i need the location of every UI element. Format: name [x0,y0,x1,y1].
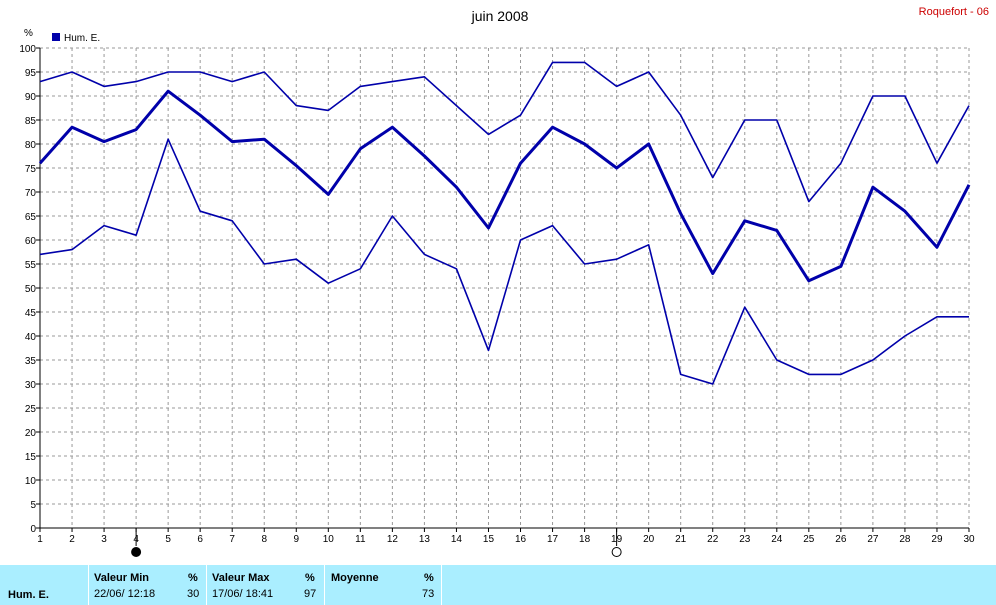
x-tick-label: 8 [261,534,267,545]
min-date: 22/06/ 12:18 [94,588,156,600]
max-header: Valeur Max [212,572,270,584]
x-tick-label: 1 [37,534,43,545]
max-unit: % [305,572,315,584]
max-value: 97 [304,588,317,600]
chart-axes [36,47,970,532]
x-tick-label: 30 [963,534,975,545]
x-tick-label: 28 [899,534,911,545]
max-date: 17/06/ 18:41 [212,588,274,600]
y-tick-label: 0 [30,524,36,535]
y-tick-label: 40 [25,332,37,343]
avg-unit: % [424,572,434,584]
x-tick-label: 27 [867,534,879,545]
series-line-mean [38,89,971,283]
x-tick-label: 12 [387,534,399,545]
min-value: 30 [187,588,200,600]
legend-label: Hum. E. [64,33,100,44]
x-tick-label: 2 [69,534,75,545]
station-name: Roquefort - 06 [919,6,989,18]
series-line-min [39,138,969,385]
y-tick-label: 95 [25,68,37,79]
y-tick-label: 85 [25,116,37,127]
y-tick-label: 55 [25,260,37,271]
y-tick-label: 65 [25,212,37,223]
y-tick-label: 50 [25,284,37,295]
x-tick-label: 5 [165,534,171,545]
y-tick-label: 75 [25,164,37,175]
y-tick-label: 100 [19,44,36,55]
x-tick-label: 13 [419,534,431,545]
min-header: Valeur Min [94,572,150,584]
x-tick-label: 25 [803,534,815,545]
x-tick-label: 18 [579,534,591,545]
x-tick-label: 17 [547,534,559,545]
x-tick-label: 20 [643,534,655,545]
y-tick-label: 20 [25,428,37,439]
y-tick-label: 80 [25,140,37,151]
x-tick-label: 21 [675,534,687,545]
chart-series [38,61,971,385]
stats-row-label: Hum. E. [8,589,49,601]
x-tick-label: 23 [739,534,751,545]
y-tick-label: 70 [25,188,37,199]
y-tick-label: 15 [25,452,37,463]
x-tick-label: 14 [451,534,463,545]
legend-swatch [52,33,60,41]
x-tick-label: 3 [101,534,107,545]
x-tick-label: 22 [707,534,719,545]
chart-title: juin 2008 [471,8,529,24]
x-tick-label: 26 [835,534,847,545]
y-tick-label: 45 [25,308,37,319]
avg-value: 73 [422,588,435,600]
x-tick-label: 7 [229,534,235,545]
x-tick-label: 6 [197,534,203,545]
y-tick-label: 25 [25,404,37,415]
y-tick-label: 60 [25,236,37,247]
x-tick-label: 15 [483,534,495,545]
chart-grid [40,47,970,528]
y-tick-label: 90 [25,92,37,103]
min-unit: % [188,572,198,584]
x-tick-label: 9 [293,534,299,545]
moon-new-icon [611,547,622,557]
x-tick-label: 11 [355,534,366,545]
x-tick-labels: 1234567891011121314151617181920212223242… [37,534,975,545]
avg-header: Moyenne [331,572,379,584]
y-tick-label: 10 [25,476,37,487]
y-tick-labels: 0 5 10 15 20 25 30 35 40 45 50 55 60 65 70 75 80 85 90 95 10… [19,44,36,535]
y-tick-label: 5 [30,500,36,511]
humidity-chart: juin 2008 Roquefort - 06 % Hum. E. 0 5 10 1… [19,6,989,557]
y-axis-unit: % [24,28,33,39]
x-tick-label: 29 [931,534,943,545]
y-tick-label: 35 [25,356,37,367]
x-tick-label: 16 [515,534,527,545]
x-tick-label: 10 [323,534,335,545]
moon-phase-markers [131,528,622,557]
moon-full-icon [131,547,142,557]
stats-panel: Hum. E. Valeur Min % 22/06/ 12:18 30 Val… [0,565,996,605]
series-line-max [39,61,970,203]
x-tick-label: 24 [771,534,783,545]
y-tick-label: 30 [25,380,37,391]
